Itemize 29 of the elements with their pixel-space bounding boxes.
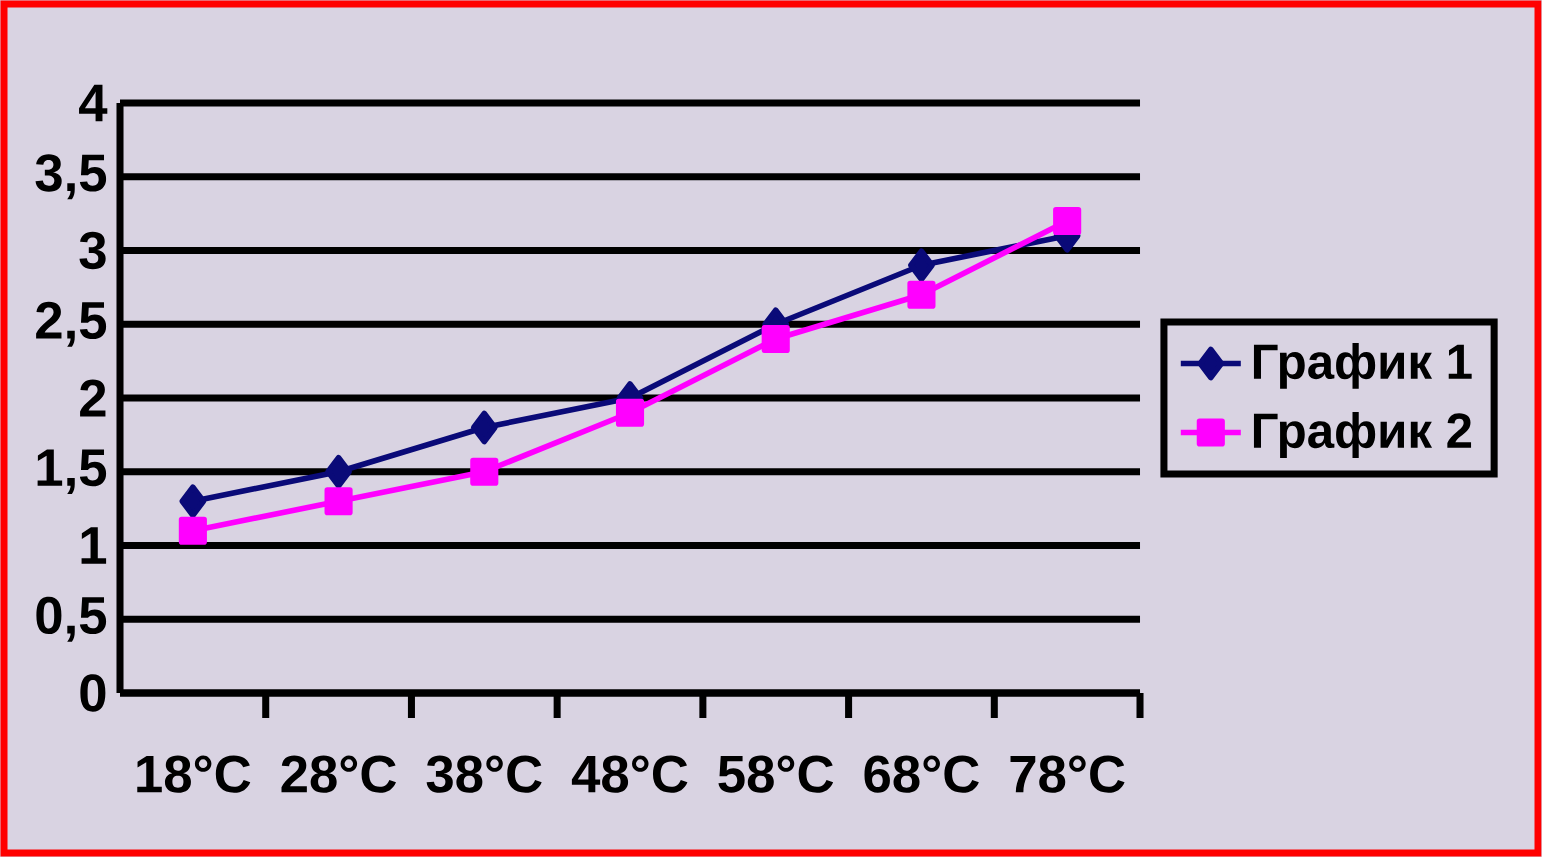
- legend-label: График 1: [1253, 343, 1472, 389]
- point: [325, 454, 352, 489]
- point: [1053, 206, 1082, 236]
- x-tick-label: 28°C: [281, 755, 396, 793]
- x-tick-label: 48°C: [571, 755, 688, 793]
- x-tick-label: 38°C: [426, 755, 542, 793]
- y-tick-label: 1: [81, 527, 107, 564]
- point: [179, 484, 207, 519]
- y-tick-label: 2,5: [36, 301, 107, 347]
- y-tick-label: 3: [79, 231, 106, 270]
- point: [178, 516, 207, 545]
- y-tick-label: 3,5: [35, 154, 107, 200]
- point: [908, 248, 935, 283]
- point: [470, 410, 498, 445]
- y-tick-label: 0: [80, 674, 106, 712]
- x-tick-label: 78°C: [1010, 755, 1125, 793]
- y-tick-label: 2: [80, 379, 106, 417]
- point: [470, 457, 499, 486]
- point: [761, 324, 790, 354]
- x-tick-label: 68°C: [864, 755, 979, 793]
- y-tick-label: 4: [79, 84, 108, 122]
- point: [907, 280, 936, 309]
- point: [324, 487, 353, 516]
- y-tick-label: 1,5: [37, 449, 107, 494]
- x-tick-label: 18°C: [137, 755, 251, 793]
- legend-label: График 2: [1253, 412, 1472, 458]
- x-tick-label: 58°C: [718, 755, 834, 793]
- y-tick-label: 0,5: [36, 596, 107, 642]
- point: [615, 398, 645, 427]
